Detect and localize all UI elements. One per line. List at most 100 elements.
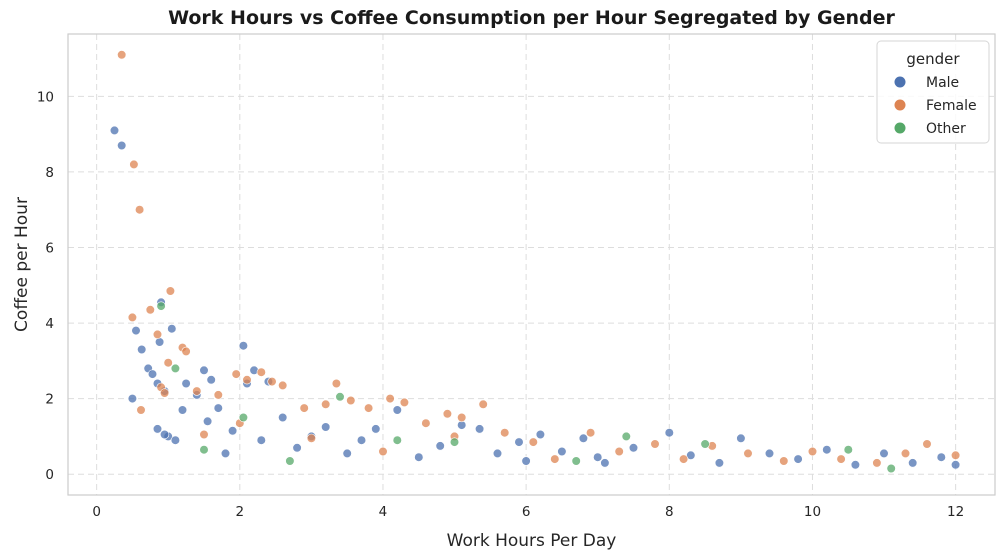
data-point xyxy=(385,394,395,404)
data-point xyxy=(900,448,911,459)
data-point xyxy=(585,428,596,438)
data-point xyxy=(147,369,158,379)
legend-items: Male Female Other xyxy=(894,75,977,137)
data-point xyxy=(331,378,342,389)
data-point xyxy=(364,403,374,413)
data-point xyxy=(127,394,137,404)
data-point xyxy=(135,205,145,215)
y-tick-label: 10 xyxy=(37,89,54,105)
data-points xyxy=(109,50,961,474)
axis-ticks: 0 2 4 6 8 10 12 0 2 4 6 8 10 xyxy=(37,89,964,520)
data-point xyxy=(621,431,631,442)
legend-label: Male xyxy=(926,75,959,91)
data-point xyxy=(199,445,209,455)
data-point xyxy=(392,405,402,415)
data-point xyxy=(578,433,589,443)
data-point xyxy=(278,412,288,423)
data-point xyxy=(414,452,424,462)
data-point xyxy=(213,403,223,413)
legend-marker xyxy=(894,76,906,88)
data-point xyxy=(170,435,180,445)
data-point xyxy=(664,428,674,438)
y-axis-label: Coffee per Hour xyxy=(12,197,32,332)
data-point xyxy=(614,446,624,457)
data-point xyxy=(850,460,861,470)
data-point xyxy=(736,433,746,443)
data-point xyxy=(399,397,410,408)
legend-label: Other xyxy=(926,121,966,137)
data-point xyxy=(203,416,213,426)
data-point xyxy=(421,418,431,428)
data-point xyxy=(156,301,166,311)
data-point xyxy=(299,403,309,413)
legend-box xyxy=(876,40,990,144)
data-point xyxy=(152,424,163,434)
data-point xyxy=(793,454,803,464)
data-point xyxy=(492,448,503,459)
data-point xyxy=(950,450,961,460)
data-point xyxy=(449,437,460,447)
data-point xyxy=(435,441,445,451)
data-point xyxy=(155,337,165,347)
data-point xyxy=(528,437,538,447)
data-point xyxy=(743,448,753,459)
y-tick-label: 0 xyxy=(45,467,54,483)
legend: gender Male Female Other xyxy=(876,40,990,144)
chart-title: Work Hours vs Coffee Consumption per Hou… xyxy=(168,7,895,29)
data-point xyxy=(292,443,302,453)
data-point xyxy=(129,159,139,169)
data-point xyxy=(779,456,789,466)
y-tick-label: 6 xyxy=(45,240,54,256)
data-point xyxy=(478,399,488,409)
data-point xyxy=(392,435,402,445)
data-point xyxy=(936,452,946,462)
data-point xyxy=(238,412,248,423)
data-point xyxy=(843,445,853,455)
data-point xyxy=(950,460,961,470)
data-point xyxy=(177,405,188,415)
data-point xyxy=(136,405,146,415)
data-point xyxy=(378,446,388,457)
y-tick-label: 2 xyxy=(45,392,54,408)
data-point xyxy=(442,409,453,419)
data-point xyxy=(109,125,120,135)
data-point xyxy=(285,456,295,466)
data-point xyxy=(822,445,832,455)
legend-marker xyxy=(894,99,906,111)
data-point xyxy=(335,392,345,402)
data-point xyxy=(700,439,710,449)
x-tick-label: 6 xyxy=(522,504,531,520)
y-tick-label: 8 xyxy=(45,165,54,181)
x-tick-label: 12 xyxy=(947,504,964,520)
series-female xyxy=(117,50,961,468)
data-point xyxy=(886,463,896,474)
data-point xyxy=(131,326,141,336)
legend-label: Female xyxy=(926,98,977,114)
data-point xyxy=(593,452,603,462)
data-point xyxy=(500,428,510,438)
data-point xyxy=(836,454,846,464)
data-point xyxy=(922,439,932,449)
data-point xyxy=(371,424,381,434)
data-point xyxy=(457,412,467,423)
series-other xyxy=(156,301,896,474)
data-point xyxy=(160,388,170,398)
data-point xyxy=(206,375,216,385)
data-point xyxy=(127,312,137,323)
data-point xyxy=(342,448,352,459)
data-point xyxy=(678,454,689,464)
data-point xyxy=(872,458,882,468)
data-point xyxy=(278,380,288,391)
plot-frame xyxy=(67,33,996,496)
data-point xyxy=(346,395,356,406)
x-tick-label: 8 xyxy=(665,504,674,520)
data-point xyxy=(557,446,567,457)
data-point xyxy=(228,426,238,436)
data-point xyxy=(199,365,209,375)
data-point xyxy=(267,377,277,387)
data-point xyxy=(714,458,725,468)
x-tick-label: 0 xyxy=(92,504,101,520)
data-point xyxy=(170,363,180,374)
data-point xyxy=(256,435,266,445)
